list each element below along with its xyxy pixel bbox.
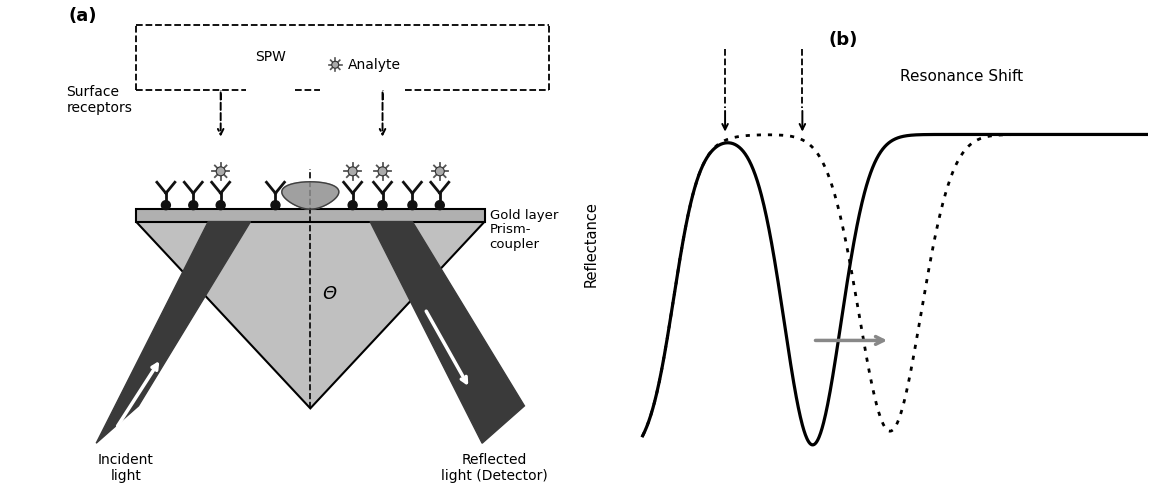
- Text: Reflected
light (Detector): Reflected light (Detector): [441, 453, 548, 484]
- Text: Reflectance: Reflectance: [583, 201, 598, 287]
- Circle shape: [217, 201, 225, 210]
- Polygon shape: [136, 222, 485, 408]
- Text: Gold layer: Gold layer: [489, 209, 557, 222]
- Text: Θ: Θ: [323, 285, 337, 303]
- Polygon shape: [96, 222, 251, 443]
- Circle shape: [348, 167, 357, 176]
- Bar: [136, 209, 485, 222]
- Polygon shape: [282, 182, 338, 209]
- Circle shape: [271, 201, 280, 210]
- Text: Analyte: Analyte: [348, 58, 400, 72]
- Text: Resonance Shift: Resonance Shift: [900, 69, 1023, 84]
- Text: (a): (a): [69, 7, 97, 25]
- Circle shape: [436, 201, 444, 210]
- Circle shape: [348, 201, 357, 210]
- Circle shape: [408, 201, 417, 210]
- Text: Incident
light: Incident light: [98, 453, 155, 484]
- Circle shape: [331, 61, 338, 68]
- Text: Prism-
coupler: Prism- coupler: [489, 223, 540, 250]
- Circle shape: [189, 201, 198, 210]
- Circle shape: [436, 167, 444, 176]
- Text: Surface
receptors: Surface receptors: [67, 85, 132, 115]
- Circle shape: [378, 201, 386, 210]
- Circle shape: [217, 167, 225, 176]
- Circle shape: [162, 201, 170, 210]
- Polygon shape: [370, 222, 525, 443]
- Circle shape: [378, 167, 386, 176]
- Text: (b): (b): [828, 31, 857, 49]
- Text: SPW: SPW: [255, 50, 286, 64]
